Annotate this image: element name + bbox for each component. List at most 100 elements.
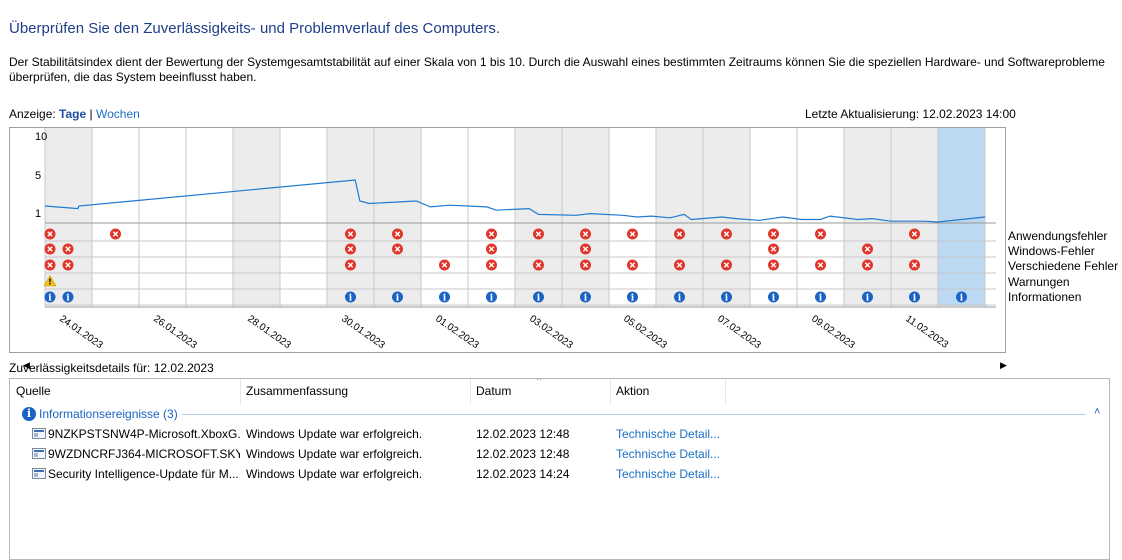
info-icon-glyph: i — [960, 294, 964, 304]
error-icon-cross — [47, 262, 53, 268]
error-icon-cross — [770, 262, 777, 268]
info-icon — [392, 291, 403, 303]
column-header-action[interactable]: Aktion — [616, 384, 650, 398]
error-icon-cross — [47, 231, 53, 237]
info-icon-glyph: i — [537, 294, 541, 304]
row-date: 12.02.2023 14:24 — [476, 467, 570, 481]
info-icon-glyph: i — [443, 294, 447, 304]
info-icon — [345, 291, 356, 303]
selected-day-column — [938, 128, 985, 306]
legend-app-errors: Anwendungsfehler — [1008, 229, 1108, 243]
error-icon-cross — [488, 262, 495, 268]
info-icon-glyph: i — [490, 294, 494, 304]
sort-arrow-icon: ^ — [537, 378, 542, 385]
row-source: 9NZKPSTSNW4P-Microsoft.XboxG... — [48, 427, 240, 441]
info-icon-glyph: i — [819, 294, 823, 304]
group-row-information[interactable]: i Informationsereignisse (3) ˄ — [10, 404, 1109, 424]
view-selector: Anzeige: Tage | Wochen — [9, 107, 140, 121]
view-days-link[interactable]: Tage — [59, 107, 87, 121]
error-icon-cross — [347, 262, 354, 268]
error-icon-cross — [535, 262, 542, 268]
info-icon-glyph: i — [48, 294, 52, 304]
scroll-left-arrow[interactable]: ◀ — [23, 360, 30, 370]
details-label: Zuverlässigkeitsdetails für: 12.02.2023 — [9, 361, 214, 375]
column-separator[interactable] — [470, 379, 471, 404]
column-separator[interactable] — [240, 379, 241, 404]
column-header-source[interactable]: Quelle — [16, 384, 51, 398]
details-table: ^ Quelle Zusammenfassung Datum Aktion i … — [9, 378, 1110, 560]
error-icon-cross — [582, 246, 589, 252]
description-line-1: Der Stabilitätsindex dient der Bewertung… — [9, 55, 1105, 69]
shaded-day-column — [327, 128, 374, 306]
row-summary: Windows Update war erfolgreich. — [246, 427, 423, 441]
info-icon — [909, 291, 920, 303]
error-icon-cross — [817, 262, 824, 268]
error-icon-cross — [723, 231, 730, 237]
error-icon-cross — [723, 262, 730, 268]
legend-windows-errors: Windows-Fehler — [1008, 244, 1095, 259]
table-row[interactable]: Security Intelligence-Update für M... Wi… — [10, 464, 1109, 484]
error-icon-cross — [629, 231, 636, 237]
error-icon-cross — [441, 262, 448, 268]
error-icon-cross — [112, 231, 119, 237]
table-row[interactable]: 9WZDNCRFJ364-MICROSOFT.SKY... Windows Up… — [10, 444, 1109, 464]
error-icon-cross — [347, 246, 354, 252]
view-separator: | — [89, 107, 93, 121]
info-icon-glyph: i — [631, 294, 635, 304]
info-icon-glyph: i — [349, 294, 353, 304]
info-icon-glyph: i — [678, 294, 682, 304]
row-source: 9WZDNCRFJ364-MICROSOFT.SKY... — [48, 447, 240, 461]
description-line-2: überprüfen, die das System beeinflusst h… — [9, 70, 257, 84]
error-icon-cross — [47, 246, 53, 252]
error-icon-cross — [770, 231, 777, 237]
column-separator[interactable] — [725, 379, 726, 404]
reliability-chart[interactable]: 10 5 1! i i i i i i i i i i i i i i i i 24.01.2023 26.01.202… — [9, 127, 1007, 370]
row-source: Security Intelligence-Update für M... — [48, 467, 239, 481]
error-icon-cross — [770, 246, 777, 252]
group-label[interactable]: Informationsereignisse (3) — [39, 407, 178, 421]
row-action-link[interactable]: Technische Detail... — [616, 447, 721, 461]
shaded-day-column — [891, 128, 938, 306]
error-icon-cross — [65, 246, 71, 252]
error-icon-cross — [582, 262, 589, 268]
error-icon-cross — [817, 231, 824, 237]
row-summary: Windows Update war erfolgreich. — [246, 447, 423, 461]
stability-index-line — [44, 179, 986, 223]
column-separator[interactable] — [610, 379, 611, 404]
error-icon-cross — [394, 246, 401, 252]
info-icon — [721, 291, 732, 303]
page-description: Der Stabilitätsindex dient der Bewertung… — [9, 55, 1109, 85]
row-action-link[interactable]: Technische Detail... — [616, 467, 721, 481]
info-icon — [580, 291, 591, 303]
legend-misc-errors: Verschiedene Fehler — [1008, 259, 1119, 274]
info-icon-glyph: i — [396, 294, 400, 304]
collapse-group-icon[interactable]: ˄ — [1094, 406, 1101, 418]
shaded-day-column — [233, 128, 280, 306]
info-icon-glyph: i — [725, 294, 729, 304]
column-header-date[interactable]: Datum — [476, 384, 512, 398]
table-row[interactable]: 9NZKPSTSNW4P-Microsoft.XboxG... Windows … — [10, 424, 1109, 444]
view-weeks-link[interactable]: Wochen — [95, 107, 140, 121]
scroll-right-arrow[interactable]: ▶ — [1000, 360, 1007, 370]
info-icon — [486, 291, 497, 303]
info-icon-glyph: i — [584, 294, 588, 304]
error-icon-cross — [65, 262, 71, 268]
info-icon — [62, 291, 74, 303]
warning-icon-glyph: ! — [48, 278, 52, 287]
error-icon-cross — [394, 231, 401, 237]
error-icon-cross — [911, 231, 918, 237]
row-action-link[interactable]: Technische Detail... — [616, 427, 721, 441]
column-header-summary[interactable]: Zusammenfassung — [246, 384, 349, 398]
error-icon-cross — [864, 246, 871, 252]
shaded-day-column — [374, 128, 421, 306]
error-icon-cross — [347, 231, 354, 237]
legend-information: Informationen — [1008, 289, 1082, 304]
info-icon-glyph: i — [913, 294, 917, 304]
page-title: Überprüfen Sie den Zuverlässigkeits- und… — [9, 20, 501, 37]
info-icon — [768, 291, 779, 303]
error-icon-cross — [535, 231, 542, 237]
shaded-day-column — [562, 128, 609, 306]
info-icon-glyph: i — [772, 294, 776, 304]
info-icon — [956, 291, 967, 303]
